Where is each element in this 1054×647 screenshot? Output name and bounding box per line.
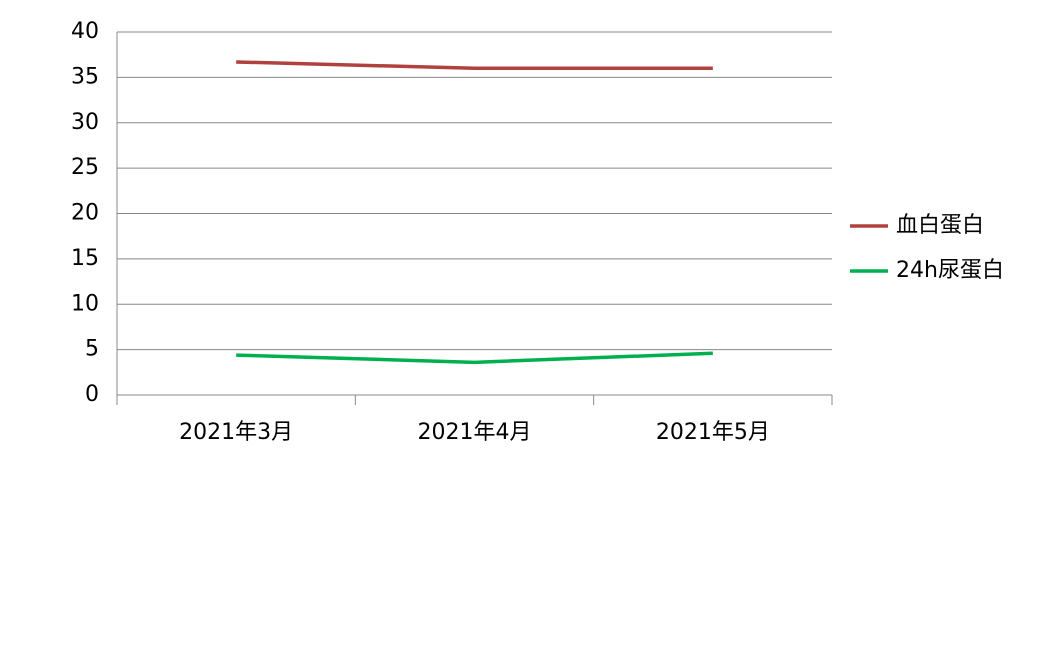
legend-label: 血白蛋白 [896, 213, 984, 238]
y-tick-label: 5 [85, 337, 99, 362]
series-line [236, 351, 713, 365]
y-tick-label: 25 [71, 155, 99, 180]
x-tick-label: 2021年5月 [656, 420, 770, 445]
y-tick-label: 20 [71, 201, 99, 226]
y-tick-label: 0 [85, 382, 99, 407]
y-tick-label: 35 [71, 64, 99, 89]
y-tick-label: 30 [71, 110, 99, 135]
x-tick-label: 2021年3月 [179, 420, 293, 445]
y-tick-label: 15 [71, 246, 99, 271]
y-tick-label: 10 [71, 291, 99, 316]
legend-label: 24h尿蛋白 [896, 258, 1004, 283]
series-line [236, 60, 713, 71]
x-tick-label: 2021年4月 [418, 420, 532, 445]
y-tick-label: 40 [71, 19, 99, 44]
